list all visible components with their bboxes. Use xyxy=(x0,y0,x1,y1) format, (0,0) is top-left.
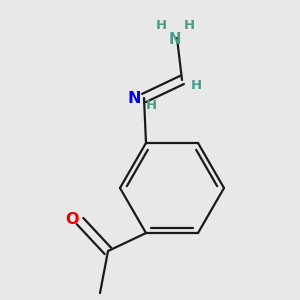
Text: N: N xyxy=(127,92,141,106)
Text: O: O xyxy=(65,212,79,226)
Text: H: H xyxy=(183,20,195,32)
Text: H: H xyxy=(155,20,167,32)
Text: H: H xyxy=(146,100,157,112)
Text: N: N xyxy=(169,32,181,47)
Text: H: H xyxy=(190,80,202,92)
